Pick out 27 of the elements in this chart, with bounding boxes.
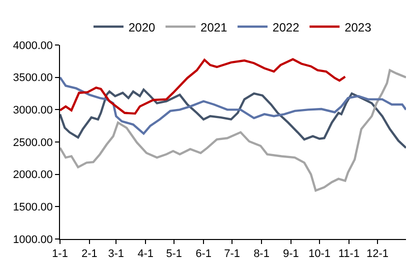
y-tick-label: 3500.00 [13, 72, 53, 84]
y-tick-label: 4000.00 [13, 40, 53, 52]
x-tick-label: 9-1 [283, 248, 299, 260]
y-tick-label: 1000.00 [13, 234, 53, 246]
x-tick-label: 12-1 [366, 248, 388, 260]
x-tick-label: 1-1 [52, 248, 68, 260]
y-tick-label: 2500.00 [13, 136, 53, 149]
y-tick-label: 2000.00 [13, 169, 53, 182]
legend-label: 2022 [272, 20, 300, 34]
line-series [60, 88, 406, 149]
x-tick-label: 3-1 [108, 248, 124, 260]
x-tick-label: 2-1 [82, 248, 98, 260]
legend-label: 2020 [128, 20, 156, 34]
x-tick-label: 6-1 [196, 248, 212, 260]
x-tick-label: 8-1 [254, 248, 270, 260]
x-tick-label: 10-1 [308, 248, 331, 260]
y-tick-label: 3000.00 [13, 104, 53, 117]
y-tick-label: 1500.00 [13, 202, 53, 214]
x-tick-label: 7-1 [224, 248, 240, 260]
legend-label: 2021 [200, 20, 228, 34]
x-tick-label: 5-1 [166, 248, 182, 260]
x-tick-label: 11-1 [338, 248, 360, 260]
x-tick-label: 4-1 [138, 248, 154, 260]
line-series [60, 58, 346, 115]
line-series [60, 69, 406, 192]
line-series [60, 76, 406, 135]
legend-label: 2023 [344, 20, 372, 34]
